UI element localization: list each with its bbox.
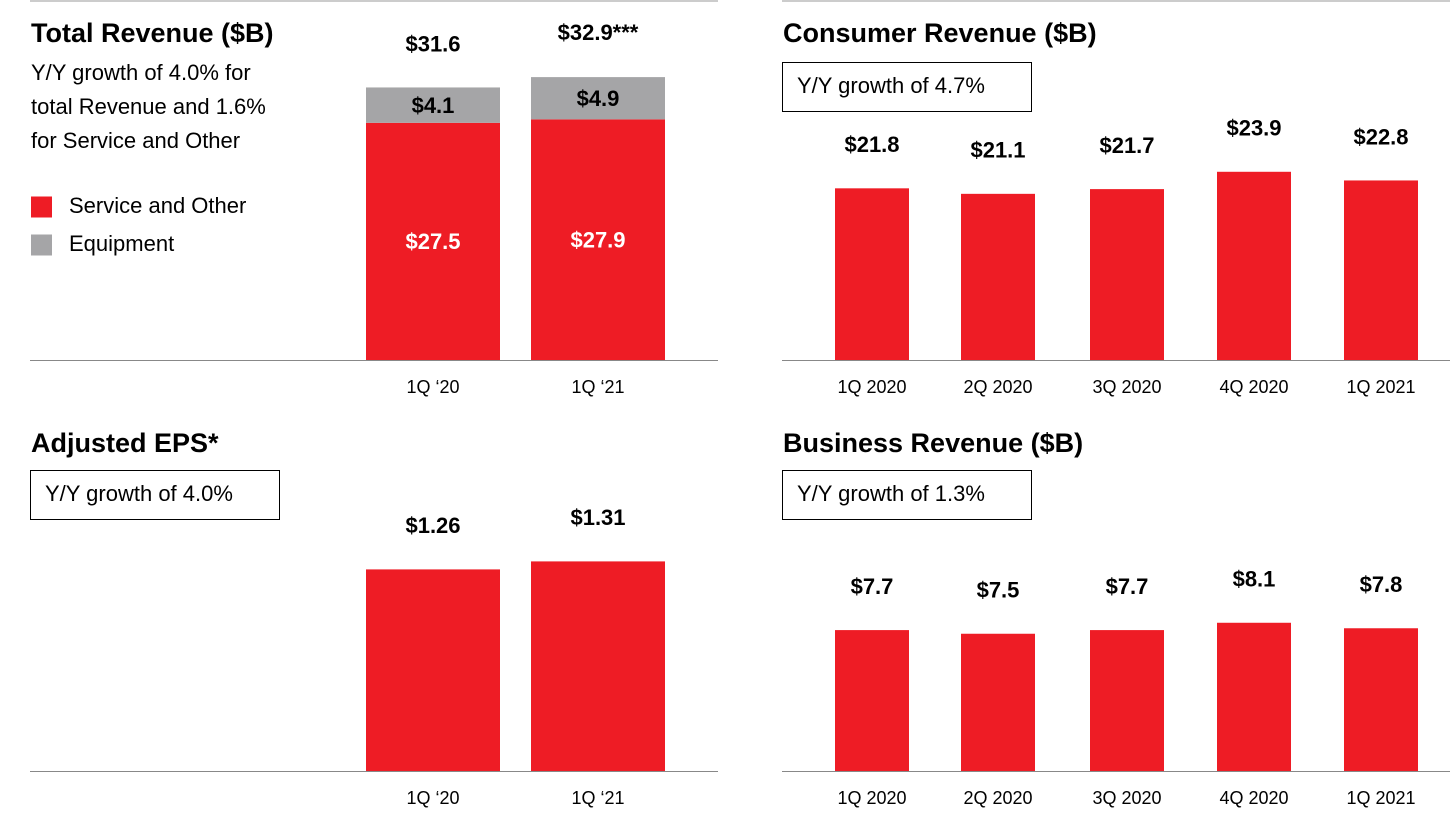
value-label: $7.5 [977, 578, 1020, 603]
bar-segment [366, 122, 500, 360]
value-label: $7.7 [1106, 574, 1149, 599]
bar [366, 569, 500, 771]
value-label: $21.1 [970, 138, 1025, 163]
value-label: $8.1 [1233, 567, 1276, 592]
segment-label: $4.9 [577, 86, 620, 111]
bar [1217, 171, 1291, 360]
bar [1217, 622, 1291, 771]
segment-label: $27.9 [570, 227, 625, 252]
chart-title: Consumer Revenue ($B) [783, 18, 1097, 48]
annotation: Y/Y growth of 1.3% [797, 481, 985, 506]
legend-swatch [31, 234, 52, 256]
x-tick-label: 1Q ‘20 [406, 377, 459, 397]
segment-label: $4.1 [412, 93, 455, 118]
bar [1344, 628, 1418, 771]
value-label: $23.9 [1226, 116, 1281, 141]
x-tick-label: 3Q 2020 [1092, 788, 1161, 808]
x-tick-label: 2Q 2020 [963, 788, 1032, 808]
annotation-box [782, 62, 1032, 112]
value-label: $7.8 [1360, 572, 1403, 597]
annotation: Y/Y growth of 4.7% [797, 73, 985, 98]
annotation-box [782, 470, 1032, 520]
bar [961, 633, 1035, 771]
x-tick-label: 4Q 2020 [1219, 788, 1288, 808]
segment-label: $27.5 [405, 229, 460, 254]
bar [1090, 630, 1164, 771]
x-tick-label: 1Q 2021 [1346, 377, 1415, 397]
x-tick-label: 3Q 2020 [1092, 377, 1161, 397]
bar [1344, 180, 1418, 360]
value-label: $1.26 [405, 513, 460, 538]
bar-segment [531, 77, 665, 120]
value-label: $7.7 [851, 574, 894, 599]
chart-subtitle: Y/Y growth of 4.0% for [31, 60, 251, 85]
bar [835, 188, 909, 360]
bar [835, 630, 909, 771]
value-label: $1.31 [570, 505, 625, 530]
bar [531, 561, 665, 771]
x-tick-label: 1Q 2020 [837, 788, 906, 808]
total-label: $31.6 [405, 31, 460, 56]
chart-title: Business Revenue ($B) [783, 428, 1083, 458]
bar-segment [531, 119, 665, 360]
x-tick-label: 1Q ‘21 [571, 788, 624, 808]
bar-segment [366, 87, 500, 123]
value-label: $21.7 [1099, 133, 1154, 158]
annotation-box [30, 470, 280, 520]
x-tick-label: 1Q ‘21 [571, 377, 624, 397]
x-tick-label: 2Q 2020 [963, 377, 1032, 397]
bar [1090, 189, 1164, 360]
chart-subtitle: total Revenue and 1.6% [31, 94, 266, 119]
value-label: $21.8 [844, 132, 899, 157]
chart-title: Adjusted EPS* [31, 428, 219, 458]
legend-swatch [31, 196, 52, 218]
x-tick-label: 1Q 2020 [837, 377, 906, 397]
total-label: $32.9*** [558, 20, 639, 45]
bar [961, 193, 1035, 360]
annotation: Y/Y growth of 4.0% [45, 481, 233, 506]
x-tick-label: 1Q 2021 [1346, 788, 1415, 808]
x-tick-label: 4Q 2020 [1219, 377, 1288, 397]
chart-subtitle: for Service and Other [31, 128, 240, 153]
chart-title: Total Revenue ($B) [31, 18, 274, 48]
value-label: $22.8 [1353, 124, 1408, 149]
legend-label: Service and Other [69, 193, 246, 218]
legend-label: Equipment [69, 231, 174, 256]
x-tick-label: 1Q ‘20 [406, 788, 459, 808]
